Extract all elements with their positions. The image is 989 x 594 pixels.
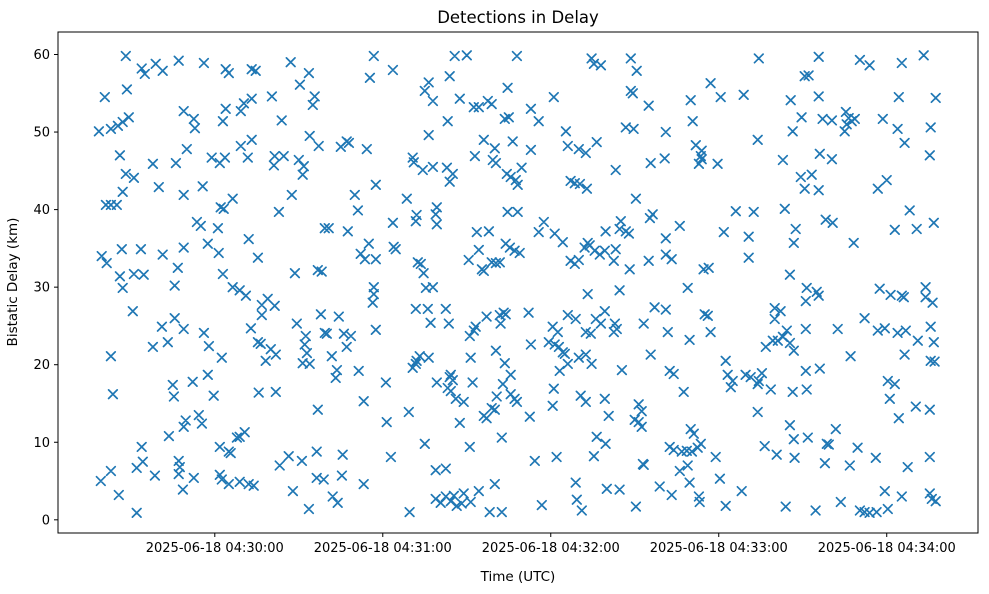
axes-frame xyxy=(57,31,979,534)
y-axis-label: Bistatic Delay (km) xyxy=(5,218,21,347)
y-tick-label: 0 xyxy=(42,513,50,528)
x-tick-label: 2025-06-18 04:31:00 xyxy=(314,541,452,556)
y-tick-label: 20 xyxy=(33,358,50,373)
y-tick-label: 60 xyxy=(33,48,50,63)
y-axis-ticks: 0 10 20 30 40 50 60 xyxy=(33,48,58,528)
scatter-markers xyxy=(93,50,941,518)
x-tick-label: 2025-06-18 04:34:00 xyxy=(818,541,956,556)
y-tick-label: 40 xyxy=(33,203,50,218)
y-tick-label: 30 xyxy=(33,281,50,296)
y-tick-label: 10 xyxy=(33,436,50,451)
x-axis-ticks: 2025-06-18 04:30:00 2025-06-18 04:31:00 20… xyxy=(146,533,956,556)
plot-area xyxy=(58,32,978,533)
x-tick-label: 2025-06-18 04:32:00 xyxy=(482,541,620,556)
chart-title: Detections in Delay xyxy=(437,8,599,27)
y-tick-label: 50 xyxy=(33,126,50,141)
x-axis-label: Time (UTC) xyxy=(480,569,556,585)
x-tick-label: 2025-06-18 04:33:00 xyxy=(650,541,788,556)
x-tick-label: 2025-06-18 04:30:00 xyxy=(146,541,284,556)
